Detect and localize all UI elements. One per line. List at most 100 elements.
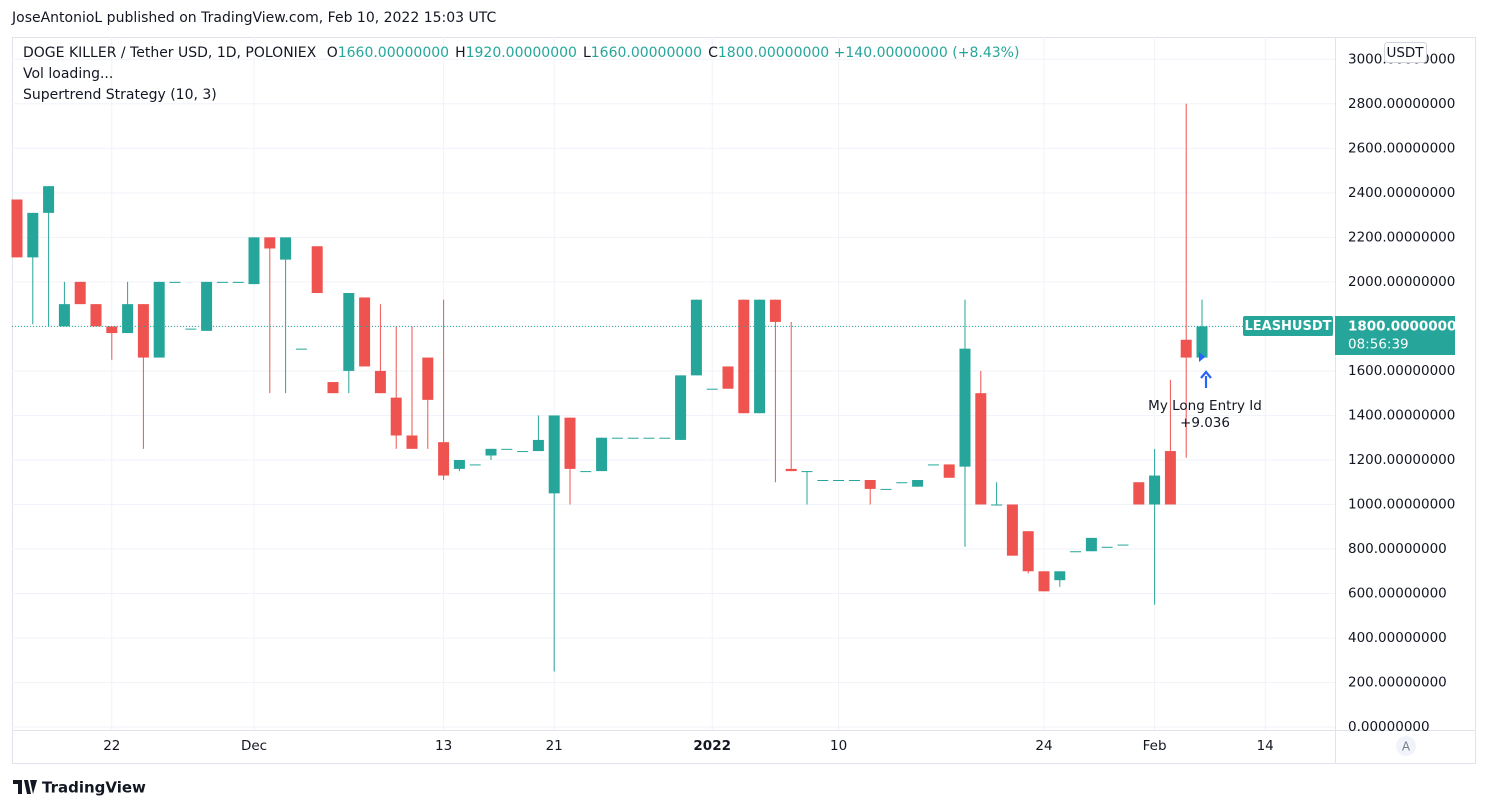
candle-body: [833, 480, 845, 482]
candle-body: [74, 281, 86, 305]
candle-body: [390, 397, 402, 436]
y-tick-label: 400.00000000: [1348, 630, 1447, 646]
last-price-badge: [1335, 316, 1455, 355]
candle-body: [690, 299, 702, 376]
candle-body: [754, 299, 766, 414]
candle-body: [201, 281, 213, 331]
candle-body: [580, 471, 592, 473]
candle-body: [1149, 475, 1161, 505]
entry-marker: [1199, 352, 1205, 362]
scale-button[interactable]: [1396, 736, 1416, 756]
legend-value: 1920.00000000: [465, 45, 577, 61]
candle-body: [327, 382, 339, 394]
candle-body: [469, 464, 481, 466]
y-tick-label: 2600.00000000: [1348, 140, 1455, 156]
candle-body: [880, 488, 892, 490]
candle-body: [453, 459, 465, 469]
currency-badge[interactable]: [1384, 42, 1427, 63]
candle-body: [311, 246, 323, 294]
y-tick-label: 0.00000000: [1348, 719, 1430, 735]
symbol: DOGE KILLER / Tether USD, 1D, POLONIEX: [23, 45, 317, 61]
candle-body: [532, 439, 544, 452]
candle-body: [137, 304, 149, 358]
y-tick-label: 1400.00000000: [1348, 407, 1455, 423]
candle-body: [1164, 451, 1176, 505]
candle-body: [343, 293, 355, 371]
candle-body: [722, 366, 734, 389]
indicator: Supertrend Strategy (10, 3): [23, 87, 217, 103]
candle-body: [90, 304, 102, 327]
candle-body: [406, 435, 418, 449]
grid: [12, 37, 1335, 730]
entry-value: +9.036: [1180, 415, 1230, 431]
legend-value: 1660.00000000: [337, 45, 450, 61]
legend-prefix: L: [582, 45, 591, 61]
x-tick-label: 21: [546, 738, 563, 754]
y-tick-label: 2800.00000000: [1348, 96, 1455, 112]
candle-body: [943, 464, 955, 478]
change: +140.00000000 (+8.43%): [833, 45, 1020, 61]
candle-body: [185, 328, 197, 330]
candle-body: [848, 480, 860, 482]
x-tick-label: 13: [435, 738, 452, 754]
candle-body: [27, 212, 39, 258]
y-tick-label: 1200.00000000: [1348, 452, 1455, 468]
candle-body: [280, 237, 292, 260]
candle-body: [1196, 326, 1208, 358]
candle-body: [659, 437, 671, 439]
candle-body: [991, 504, 1003, 506]
candle-body: [596, 437, 608, 472]
countdown: 08:56:39: [1348, 337, 1409, 353]
x-tick-label: 14: [1257, 738, 1274, 754]
x-tick-label: Dec: [241, 738, 267, 754]
candle-body: [517, 451, 529, 453]
y-tick-label: 600.00000000: [1348, 586, 1447, 602]
legend-prefix: O: [326, 45, 338, 61]
candle-body: [169, 281, 181, 283]
candle-body: [627, 437, 639, 439]
candle-body: [1006, 504, 1018, 556]
legend-prefix: C: [708, 45, 718, 61]
publisher: JoseAntonioL published on TradingView.co…: [12, 10, 497, 26]
legend-value: 1660.00000000: [590, 45, 703, 61]
legend-prefix: H: [455, 45, 466, 61]
chart-frame: [12, 37, 1476, 764]
scale-mode[interactable]: A: [1402, 740, 1411, 754]
candle-body: [438, 442, 450, 476]
brand-logo: [13, 780, 37, 794]
candle-body: [1054, 571, 1066, 581]
candle-body: [153, 281, 165, 358]
candle-body: [1022, 531, 1034, 572]
candle-body: [1101, 546, 1113, 548]
x-tick-label: 10: [830, 738, 847, 754]
candle-body: [927, 464, 939, 466]
candle-body: [611, 437, 623, 439]
candle-body: [1070, 551, 1082, 553]
y-tick-label: 2000.00000000: [1348, 274, 1455, 290]
candle-body: [485, 448, 497, 456]
y-tick-label: 2400.00000000: [1348, 185, 1455, 201]
candle-body: [422, 357, 434, 400]
y-tick-label: 200.00000000: [1348, 675, 1447, 691]
brand: TradingView: [42, 779, 146, 797]
candle-body: [706, 388, 718, 390]
candle-body: [738, 299, 750, 414]
y-tick-label: 1000.00000000: [1348, 496, 1455, 512]
indicator: Vol loading...: [23, 66, 114, 82]
entry-label: My Long Entry Id: [1148, 398, 1262, 414]
ohlc-values: O1660.00000000 H1920.00000000 L1660.000000…: [321, 45, 830, 61]
candle-body: [295, 348, 307, 350]
ticker-label: LEASHUSDT: [1244, 319, 1331, 334]
candle-body: [769, 299, 781, 322]
candle-body: [501, 448, 513, 450]
candle-body: [43, 186, 55, 213]
legend-value: 1800.00000000: [717, 45, 830, 61]
currency-label[interactable]: USDT: [1386, 45, 1424, 61]
candle-body: [106, 326, 118, 334]
axis-labels: 0.00000000 200.00000000 400.00000000 600.00…: [103, 51, 1455, 754]
y-tick-label: 2200.00000000: [1348, 229, 1455, 245]
x-tick-label: 22: [103, 738, 120, 754]
y-tick-label: 800.00000000: [1348, 541, 1447, 557]
entry-arrow: [1200, 370, 1212, 388]
candle-body: [359, 297, 371, 367]
